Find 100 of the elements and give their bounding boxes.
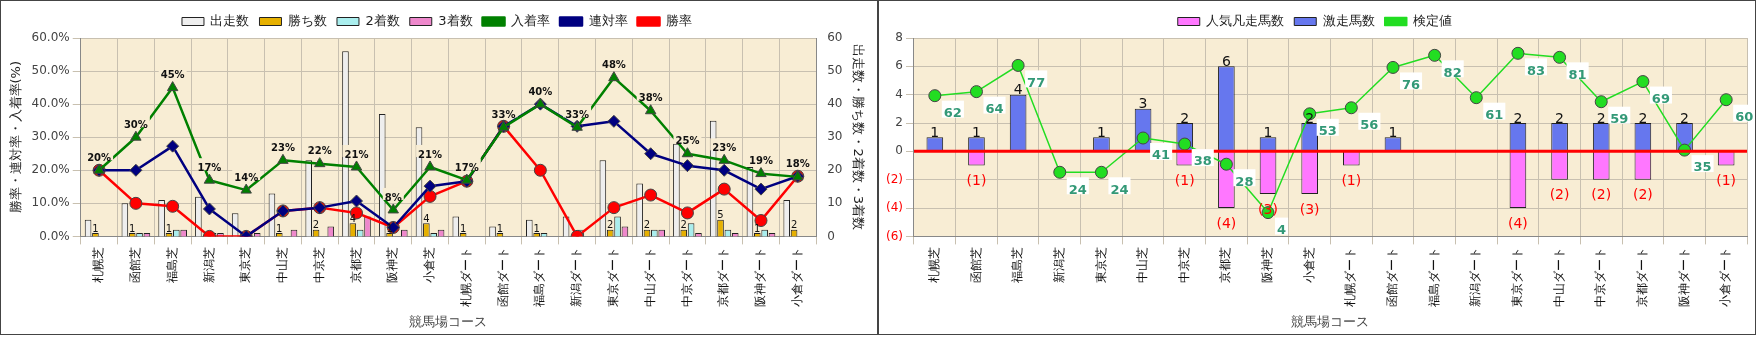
data-label: 35 [1693,159,1712,175]
x-tick-label: 函館ダート [495,247,510,308]
y2-tick-label: 0 [827,228,835,243]
data-label: 61 [1485,107,1504,123]
data-label: 1 [459,222,467,234]
x-tick-label: 札幌芝 [926,247,941,284]
x-tick-label: 函館ダート [1385,247,1400,308]
data-label: 1 [1096,123,1106,140]
data-label: 83 [1526,62,1546,78]
legend-label: 激走馬数 [1322,12,1375,28]
x-tick-label: 小倉ダート [1718,247,1733,308]
data-label: 8% [384,191,402,203]
x-tick-label: 福島芝 [164,247,179,284]
y2-tick-label: 40 [827,96,843,111]
x-tick-label: 中山芝 [275,247,290,284]
data-label: 2 [1555,109,1565,126]
legend-label: 2着数 [365,12,400,28]
data-label: 17% [197,161,222,173]
x-tick-label: 中山ダート [1551,247,1566,308]
data-label: (3) [1299,200,1320,217]
x-tick-label: 京都ダート [716,247,731,308]
data-label: (1) [966,172,987,189]
y-tick-label: 20.0% [31,162,70,177]
y-tick-label: 60.0% [31,30,70,45]
y-tick-label: 2 [895,115,903,130]
data-label: 4 [423,212,430,224]
x-tick-label: 阪神ダート [753,247,768,308]
x-tick-label: 小倉芝 [422,247,437,284]
data-label: (2) [1632,186,1653,203]
x-tick-label: 阪神ダート [1676,247,1691,308]
data-label: (4) [1216,214,1237,231]
x-tick-label: 札幌芝 [91,247,106,284]
x-tick-label: 阪神芝 [385,247,400,284]
data-label: 60 [1735,109,1754,125]
data-label: 62 [943,105,962,121]
data-label: 48% [601,59,626,71]
data-label: 33% [565,108,590,120]
x-tick-label: 中京芝 [1176,247,1191,284]
data-label: 17% [454,161,479,173]
x-tick-label: 福島ダート [532,247,547,308]
y-tick-label: 10.0% [31,195,70,210]
data-label: 56 [1360,117,1379,133]
data-label: 82 [1443,64,1462,80]
data-label: 53 [1318,123,1337,139]
data-label: 21% [418,148,443,160]
data-label: 24 [1110,181,1129,197]
x-axis-title: 競馬場コース [1291,313,1370,329]
y-axis-title: 勝率・連対率・入着率(%) [8,60,24,214]
legend-label: 勝ち数 [287,12,327,28]
x-tick-label: 函館芝 [128,247,142,284]
data-label: 2 [1513,109,1523,126]
data-label: 2 [790,219,798,231]
data-label: (2) [1591,186,1612,203]
data-label: 6 [1221,52,1231,69]
y2-tick-label: 20 [827,162,843,177]
x-tick-label: 京都芝 [348,247,363,284]
x-tick-label: 東京ダート [1510,247,1525,308]
y2-axis-title: 出走数・勝ち数・2着数・3着数 [850,44,866,230]
y-tick-label: 0.0% [39,228,70,243]
data-label: 38 [1193,153,1212,169]
data-label: 69 [1651,90,1670,106]
x-tick-label: 中京ダート [679,247,694,308]
data-label: (1) [1341,172,1362,189]
x-tick-label: 福島ダート [1426,247,1441,308]
data-label: 2 [1180,109,1190,126]
x-tick-label: 中京ダート [1593,247,1608,308]
x-tick-label: 京都ダート [1635,247,1649,308]
y-tick-label: 4 [895,86,903,101]
data-label: (2) [1549,186,1570,203]
legend-label: 3着数 [438,12,473,28]
x-tick-label: 東京芝 [238,247,253,284]
legend-label: 連対率 [588,12,628,28]
y-tick-label: (4) [886,200,903,215]
data-label: 81 [1568,66,1587,82]
x-tick-label: 札幌ダート [1343,247,1358,308]
y-tick-label: 40.0% [31,96,70,111]
data-label: (1) [1174,172,1195,189]
legend-label: 人気凡走馬数 [1206,12,1285,28]
x-tick-label: 新潟芝 [201,247,216,284]
y-tick-label: 6 [895,58,903,73]
data-label: 1 [129,222,136,234]
y-tick-label: 8 [895,30,903,45]
data-label: 2 [1680,109,1689,126]
y2-tick-label: 30 [827,129,843,144]
data-label: 1 [92,222,99,234]
data-label: 18% [785,158,810,170]
data-label: 14% [234,171,259,183]
data-label: 1 [165,222,173,234]
x-tick-label: 中山芝 [1135,247,1150,284]
y-tick-label: 0 [895,143,903,158]
y-tick-label: (6) [886,228,903,243]
data-label: 25% [675,135,700,147]
data-label: 21% [344,148,369,160]
x-tick-label: 中京芝 [311,247,326,284]
data-label: 59 [1610,111,1629,127]
x-tick-label: 函館芝 [968,247,983,284]
y2-tick-label: 10 [827,195,843,210]
data-label: 22% [307,145,332,157]
legend-label: 入着率 [511,12,551,28]
data-label: 4 [1277,221,1287,237]
